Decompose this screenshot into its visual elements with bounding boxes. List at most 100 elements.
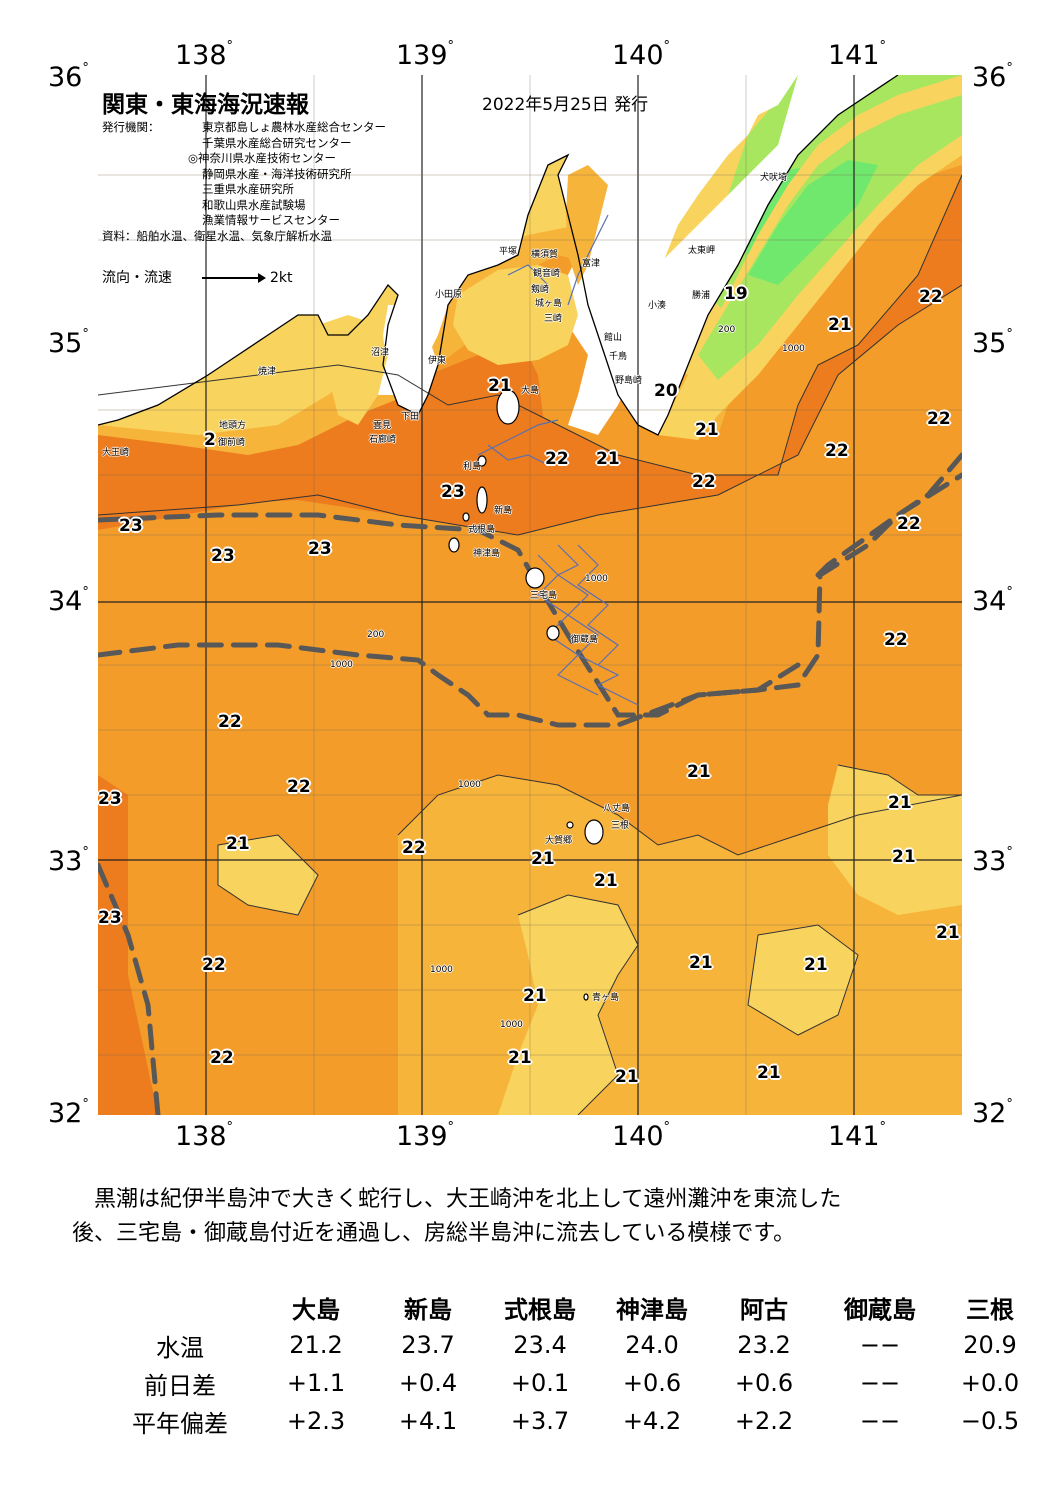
land-boso [578,75,962,435]
temp-label: 21 [687,762,711,782]
lon-label-bottom-140: 140° [612,1120,671,1152]
isotherms [98,174,962,1115]
station-header: 式根島 [504,1295,576,1324]
lat-label-right-34: 34° [972,585,1013,617]
place-name: 焼津 [258,367,277,377]
lat-label-left-32: 32° [48,1097,89,1129]
temp-label: 22 [402,838,426,858]
summary-line-1: 黒潮は紀伊半島沖で大きく蛇行し、大王崎沖を北上して遠州灘沖を東流した [94,1187,842,1212]
issuer-5: 和歌山県水産試験場 [202,197,306,212]
table-cell: +4.1 [398,1407,458,1435]
depth-label: 1000 [500,1020,523,1030]
boso-coast-green [698,95,962,380]
lat-label-left-36: 36° [48,61,89,93]
temp-label: 21 [615,1067,639,1087]
temp-label: 21 [226,834,250,854]
lat-label-right-33: 33° [972,845,1013,877]
place-name: 横須賀 [531,250,559,260]
legend-label: 流向・流速 [102,270,172,286]
lon-label-bottom-141: 141° [828,1120,887,1152]
station-header: 大島 [292,1295,340,1324]
table-cell: +4.2 [622,1407,682,1435]
place-name: 新島 [494,506,513,516]
temp-label: 2 [204,430,216,450]
yellow-patch-southeast [828,765,962,915]
summary-text: 黒潮は紀伊半島沖で大きく蛇行し、大王崎沖を北上して遠州灘沖を東流した 後、三宅島… [72,1183,1012,1251]
temp-label: 23 [98,789,122,809]
temp-label: 22 [287,777,311,797]
temp-label: 22 [825,441,849,461]
temp-label: 20 [654,381,678,401]
temp-label: 19 [724,284,748,304]
depth-label: 200 [718,325,736,335]
temp-label: 22 [545,449,569,469]
table-cell: +0.0 [960,1369,1020,1397]
table-cell: 23.7 [401,1331,455,1359]
station-header: 神津島 [616,1295,688,1324]
depth-label: 1000 [782,344,805,354]
issuer-3: 静岡県水産・海洋技術研究所 [202,166,352,181]
temp-label: 21 [828,315,852,335]
place-name: 大王崎 [102,448,130,458]
arrow-icon [202,273,266,283]
table-header-row: 大島 新島 式根島 神津島 阿古 御蔵島 三根 [100,1288,1040,1326]
lon-label-top-140: 140° [612,39,671,71]
place-name: 勝浦 [692,291,711,301]
table-cell: 23.2 [737,1331,791,1359]
lon-label-top-139: 139° [396,39,455,71]
temp-label: 21 [757,1063,781,1083]
kuroshio-axis [98,452,962,1115]
table-row: 前日差 +1.1 +0.4 +0.1 +0.6 +0.6 −− +0.0 [100,1364,1040,1402]
table-cell: 20.9 [963,1331,1017,1359]
table-cell: +0.4 [398,1369,458,1397]
table-cell: +0.1 [510,1369,570,1397]
table-cell: +1.1 [286,1369,346,1397]
table-cell: +3.7 [510,1407,570,1435]
station-stats-table: 大島 新島 式根島 神津島 阿古 御蔵島 三根 水温 21.2 23.7 23.… [100,1288,1040,1440]
lon-label-bottom-139: 139° [396,1120,455,1152]
table-cell: −− [859,1407,901,1435]
temp-label: 21 [892,847,916,867]
temp-label: 21 [804,955,828,975]
station-header: 新島 [404,1295,452,1324]
place-name: 平塚 [499,247,518,257]
table-cell: +0.6 [622,1369,682,1397]
lon-label-top-141: 141° [828,39,887,71]
place-name: 館山 [604,333,623,343]
current-vectors [477,214,639,706]
temp-label: 21 [888,793,912,813]
place-name: 御蔵島 [571,635,599,645]
islands [448,389,604,1001]
table-cell: −− [859,1369,901,1397]
place-name: 沼津 [371,348,390,358]
issuer-label: 発行機関： [102,120,160,134]
summary-line-2: 後、三宅島・御蔵島付近を通過し、房総半島沖に流去している模様です。 [72,1221,796,1246]
temp-label: 21 [488,376,512,396]
temp-label: 21 [508,1048,532,1068]
temp-label: 21 [936,923,960,943]
table-cell: 21.2 [289,1331,343,1359]
temp-label: 21 [531,849,555,869]
table-corner [100,1288,260,1326]
place-name: 地頭方 [219,421,247,431]
place-name: 大島 [521,386,540,396]
table-cell: 24.0 [625,1331,679,1359]
lat-label-left-35: 35° [48,327,89,359]
tokyo-bay [566,165,608,285]
place-name: 野島崎 [615,376,643,386]
legend-speed: 2kt [270,270,293,286]
minor-grid [98,75,962,1115]
temp-label: 21 [695,420,719,440]
issuer-1: 千葉県水産総合研究センター [202,135,352,150]
yellow-patch-east [748,925,858,1035]
place-name: 剱崎 [531,285,550,295]
temp-label: 21 [594,871,618,891]
temp-label: 23 [441,482,465,502]
place-name: 神津島 [473,549,501,559]
temp-label: 23 [308,539,332,559]
place-name: 御前崎 [218,438,246,448]
issue-date: 2022年5月25日 発行 [482,95,649,115]
table-cell: −0.5 [960,1407,1020,1435]
yellow-patch-west [218,835,318,915]
depth-label: 1000 [458,780,481,790]
